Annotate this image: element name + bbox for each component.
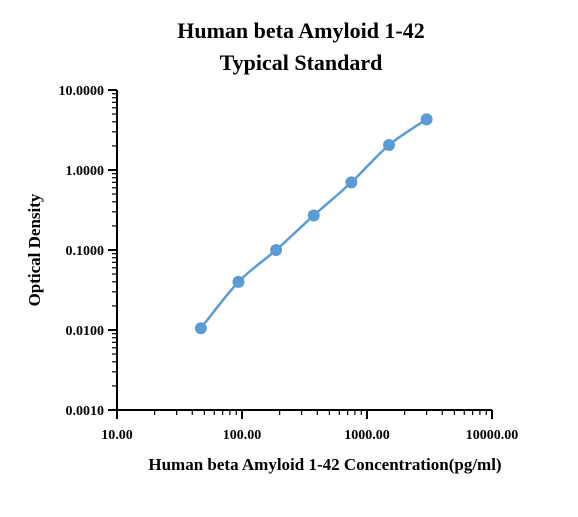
x-tick-label: 100.00 (223, 428, 262, 443)
chart-title-line-2: Typical Standard (220, 50, 383, 75)
data-point (383, 139, 396, 152)
data-series (194, 113, 433, 335)
x-axis-ticks: 10.00 100.00 1000.00 10000.00 (101, 410, 518, 443)
chart-title-line-1: Human beta Amyloid 1-42 (177, 18, 425, 43)
data-point (307, 209, 320, 222)
y-tick-label: 0.0010 (66, 404, 105, 419)
y-tick-label: 0.1000 (66, 244, 105, 259)
y-tick-label: 0.0100 (66, 324, 105, 339)
x-tick-label: 10.00 (101, 428, 133, 443)
y-tick-label: 1.0000 (66, 164, 105, 179)
series-line (199, 118, 428, 330)
data-point (194, 322, 207, 335)
y-axis-title: Optical Density (25, 193, 44, 306)
x-tick-label: 1000.00 (344, 428, 390, 443)
x-axis-title: Human beta Amyloid 1-42 Concentration(pg… (148, 455, 501, 474)
y-axis-ticks: 10.0000 1.0000 0.1000 0.0100 0.0010 (59, 84, 117, 419)
data-point (270, 244, 283, 256)
data-point (345, 176, 358, 189)
x-tick-label: 10000.00 (466, 428, 519, 443)
axes (116, 90, 492, 411)
data-point (232, 275, 245, 288)
data-point (420, 113, 433, 126)
y-tick-label: 10.0000 (59, 84, 105, 99)
